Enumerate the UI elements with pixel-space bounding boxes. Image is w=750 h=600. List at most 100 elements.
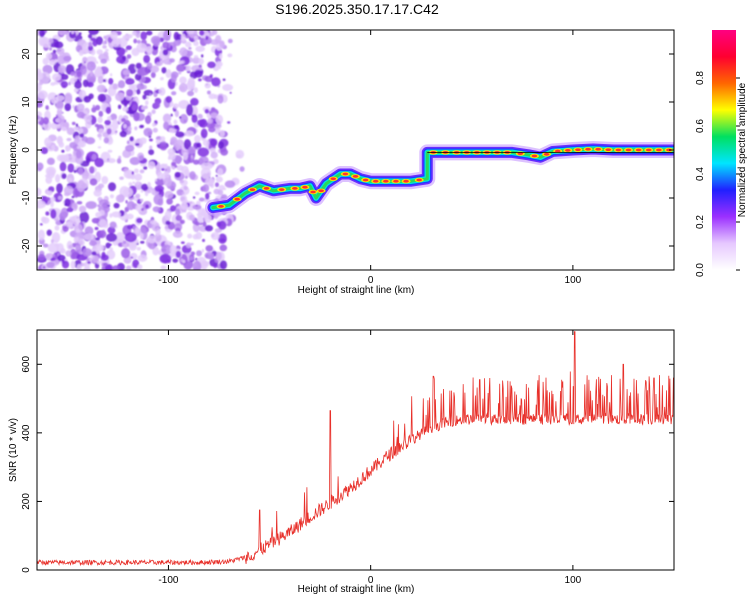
noise-blob bbox=[61, 126, 67, 131]
noise-blob bbox=[56, 47, 65, 55]
noise-blob bbox=[50, 239, 54, 244]
noise-blob bbox=[211, 77, 221, 87]
noise-blob bbox=[121, 248, 131, 259]
noise-blob bbox=[53, 259, 60, 266]
noise-blob bbox=[50, 196, 56, 202]
noise-blob bbox=[193, 55, 199, 59]
noise-blob bbox=[107, 149, 113, 153]
noise-blob bbox=[173, 103, 179, 109]
noise-blob bbox=[93, 244, 105, 252]
noise-blob bbox=[139, 232, 144, 240]
noise-blob bbox=[178, 60, 184, 64]
noise-blob bbox=[132, 181, 136, 185]
noise-blob bbox=[122, 240, 127, 245]
noise-blob bbox=[128, 85, 135, 89]
noise-blob bbox=[140, 31, 147, 40]
noise-blob bbox=[196, 250, 202, 257]
noise-blob bbox=[204, 261, 210, 267]
noise-blob bbox=[55, 100, 64, 111]
noise-blob bbox=[143, 166, 148, 170]
noise-blob bbox=[210, 138, 218, 147]
noise-blob bbox=[209, 74, 213, 78]
noise-blob bbox=[89, 178, 98, 186]
noise-blob bbox=[128, 63, 137, 74]
noise-blob bbox=[87, 261, 91, 264]
noise-blob bbox=[179, 116, 182, 119]
noise-blob bbox=[106, 128, 112, 135]
spectrogram-y-ticks: -20 -10 0 10 20 bbox=[21, 48, 674, 253]
ridge-peak-red bbox=[263, 187, 270, 190]
noise-blob bbox=[98, 230, 107, 239]
noise-blob bbox=[194, 221, 200, 226]
noise-blob bbox=[117, 194, 125, 203]
noise-blob bbox=[42, 57, 49, 65]
noise-blob bbox=[125, 265, 132, 270]
noise-blob bbox=[190, 242, 194, 246]
noise-blob bbox=[57, 195, 63, 200]
noise-blob bbox=[71, 202, 78, 211]
noise-blob bbox=[167, 119, 171, 124]
noise-blob bbox=[57, 254, 66, 262]
noise-blob bbox=[201, 248, 205, 253]
noise-blob bbox=[123, 187, 134, 198]
noise-blob bbox=[169, 245, 177, 255]
noise-blob bbox=[153, 194, 164, 205]
noise-blob bbox=[98, 219, 107, 228]
noise-blob bbox=[165, 220, 171, 226]
ridge-peak-red bbox=[625, 148, 632, 152]
spectrogram-y-tick-label: 10 bbox=[21, 96, 32, 108]
figure-title: S196.2025.350.17.17.C42 bbox=[275, 1, 439, 17]
noise-blob bbox=[220, 148, 229, 156]
noise-blob bbox=[134, 73, 142, 81]
noise-blob bbox=[108, 182, 117, 192]
colorbar-tick-label: 0.6 bbox=[695, 119, 706, 133]
noise-blob bbox=[227, 121, 231, 124]
spectrogram-y-tick-label: 20 bbox=[21, 48, 32, 60]
noise-blob bbox=[83, 95, 91, 103]
noise-blob bbox=[61, 73, 69, 81]
noise-blob bbox=[199, 30, 205, 36]
noise-blob bbox=[204, 225, 214, 232]
noise-blob bbox=[66, 207, 74, 213]
noise-blob bbox=[205, 192, 210, 200]
noise-blob bbox=[141, 183, 149, 191]
noise-blob bbox=[76, 111, 85, 119]
noise-blob bbox=[195, 45, 206, 52]
spectrogram-y-tick-label: -20 bbox=[21, 238, 32, 253]
noise-blob bbox=[214, 228, 222, 233]
noise-blob bbox=[56, 154, 64, 162]
noise-blob bbox=[40, 147, 49, 155]
noise-blob bbox=[88, 30, 99, 36]
noise-blob bbox=[198, 58, 204, 65]
noise-blob bbox=[51, 144, 56, 150]
noise-blob bbox=[131, 30, 137, 36]
noise-blob bbox=[97, 93, 107, 103]
noise-blob bbox=[37, 200, 46, 209]
noise-blob bbox=[175, 215, 183, 222]
noise-blob bbox=[42, 116, 50, 125]
ridge-peak-red bbox=[342, 172, 349, 176]
noise-blob bbox=[215, 34, 222, 45]
noise-blob bbox=[181, 192, 185, 195]
noise-blob bbox=[80, 262, 85, 267]
noise-blob bbox=[55, 174, 61, 183]
noise-blob bbox=[197, 119, 206, 127]
noise-blob bbox=[137, 254, 148, 262]
ridge-peak-red bbox=[605, 148, 612, 152]
noise-blob bbox=[182, 151, 189, 161]
noise-blob bbox=[152, 206, 161, 213]
noise-blob bbox=[222, 78, 226, 81]
ridge-peak-red bbox=[517, 152, 524, 156]
noise-blob bbox=[75, 228, 81, 233]
noise-blob bbox=[179, 113, 188, 124]
noise-blob bbox=[55, 95, 65, 101]
noise-blob bbox=[134, 173, 143, 181]
noise-blob bbox=[185, 242, 192, 249]
spectrogram-y-label: Frequency (Hz) bbox=[8, 116, 19, 185]
noise-blob bbox=[207, 61, 216, 69]
noise-blob bbox=[52, 49, 57, 54]
noise-blob bbox=[58, 108, 62, 111]
noise-blob bbox=[129, 157, 141, 166]
noise-blob bbox=[125, 199, 128, 204]
noise-blob bbox=[149, 145, 153, 150]
